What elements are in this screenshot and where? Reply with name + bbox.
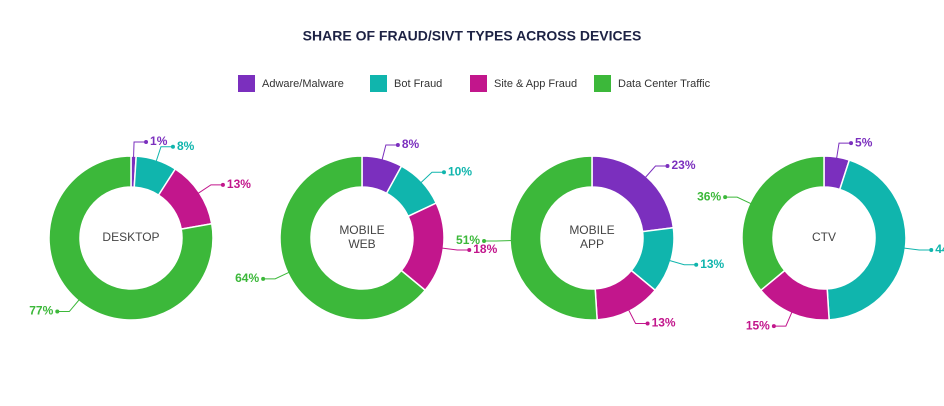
- value-label: 15%: [746, 318, 770, 332]
- legend-swatch: [594, 75, 611, 92]
- leader-dot: [395, 143, 400, 148]
- value-label: 18%: [473, 242, 497, 256]
- leader-dot: [144, 140, 149, 145]
- donut-segment: [509, 155, 598, 321]
- leader-line: [418, 171, 444, 185]
- leader-line: [643, 165, 668, 180]
- legend-swatch: [470, 75, 487, 92]
- leader-line: [380, 144, 398, 163]
- leader-line: [725, 196, 754, 206]
- leader-line: [195, 184, 223, 196]
- legend-label: Bot Fraud: [394, 78, 442, 90]
- donut-segment: [591, 155, 675, 233]
- value-label: 44%: [935, 242, 944, 256]
- leader-line: [773, 309, 794, 327]
- leader-line: [439, 247, 470, 251]
- value-label: 8%: [177, 139, 195, 153]
- center-label: MOBILE APP: [569, 223, 614, 251]
- value-label: 77%: [29, 304, 53, 318]
- leader-dot: [929, 248, 934, 253]
- leader-dot: [467, 248, 472, 253]
- donut-segment: [48, 155, 214, 321]
- center-label: MOBILE WEB: [339, 223, 384, 251]
- legend-label: Data Center Traffic: [618, 78, 711, 90]
- leader-dot: [441, 170, 446, 175]
- value-label: 5%: [855, 135, 873, 149]
- value-label: 1%: [150, 134, 168, 148]
- leader-dot: [482, 239, 487, 244]
- leader-dot: [55, 309, 60, 314]
- value-label: 13%: [227, 177, 251, 191]
- leader-dot: [849, 141, 854, 146]
- value-label: 64%: [235, 271, 259, 285]
- legend-label: Adware/Malware: [262, 78, 344, 90]
- leader-line: [57, 297, 82, 313]
- legend-label: Site & App Fraud: [494, 78, 577, 90]
- center-label: DESKTOP: [102, 230, 159, 244]
- leader-dot: [723, 195, 728, 200]
- value-label: 23%: [671, 158, 695, 172]
- center-label: CTV: [812, 230, 836, 244]
- leader-line: [666, 259, 697, 266]
- leader-dot: [694, 262, 699, 267]
- leader-dot: [771, 324, 776, 329]
- value-label: 36%: [697, 189, 721, 203]
- leader-line: [835, 142, 852, 162]
- donut-segment: [741, 155, 825, 292]
- value-label: 13%: [700, 257, 724, 271]
- value-label: 10%: [448, 164, 472, 178]
- leader-line: [901, 247, 932, 251]
- leader-line: [263, 270, 292, 280]
- leader-line: [626, 307, 648, 325]
- chart-title: SHARE OF FRAUD/SIVT TYPES ACROSS DEVICES: [303, 28, 642, 44]
- leader-dot: [665, 163, 670, 168]
- value-label: 51%: [456, 233, 480, 247]
- leader-dot: [170, 144, 175, 149]
- value-label: 13%: [652, 316, 676, 330]
- leader-dot: [220, 182, 225, 187]
- legend-swatch: [370, 75, 387, 92]
- legend-swatch: [238, 75, 255, 92]
- donut-segment: [279, 155, 427, 321]
- leader-dot: [645, 321, 650, 326]
- value-label: 8%: [402, 137, 420, 151]
- leader-dot: [261, 276, 266, 281]
- donut-segment: [826, 159, 907, 321]
- leader-line: [484, 239, 515, 242]
- leader-line: [132, 141, 147, 161]
- leader-line: [154, 146, 173, 165]
